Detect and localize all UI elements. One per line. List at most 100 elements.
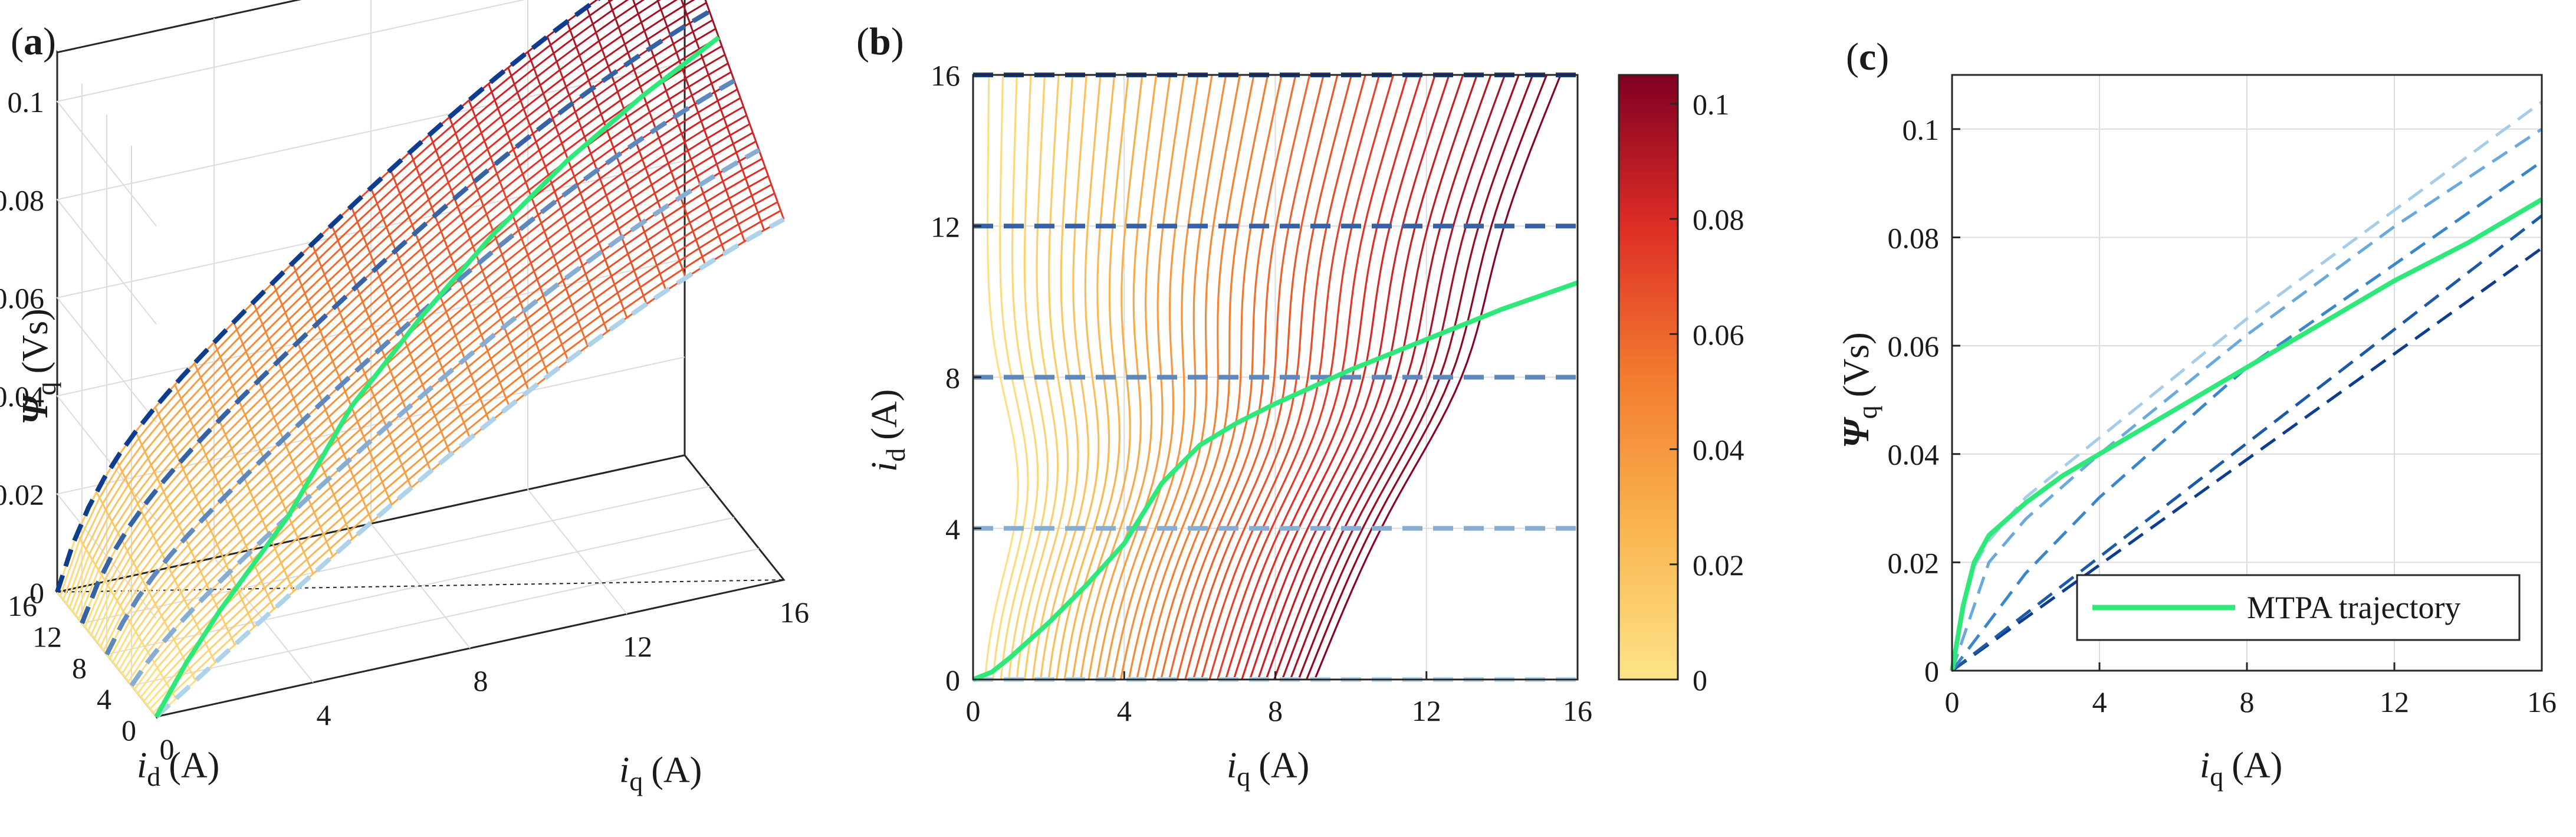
panel-a-mesh-segment — [560, 192, 581, 209]
panel-a-mesh-segment — [134, 631, 140, 638]
panel-a-mesh-segment — [599, 163, 620, 180]
panel-a-mesh-segment — [584, 273, 590, 283]
contour-line — [984, 74, 1020, 680]
panel-a-mesh-segment — [157, 586, 179, 610]
panel-a-mesh-segment — [629, 111, 650, 127]
panel-a-mesh-segment — [278, 475, 300, 495]
panel-a-mesh-segment — [340, 248, 345, 257]
panel-a-mesh-segment — [316, 519, 321, 528]
panel-a-mesh-segment — [141, 641, 146, 648]
panel-a-mesh-segment — [412, 407, 433, 426]
panel-a-mesh-segment — [685, 78, 690, 87]
panel-a-mesh-segment — [298, 457, 319, 477]
panel-a-mesh-segment — [425, 191, 430, 201]
panel-a-mesh-segment — [121, 673, 126, 678]
panel-a-mesh-segment — [470, 156, 491, 175]
panel-a-mesh-segment — [474, 319, 479, 327]
panel-a-mesh-segment — [429, 319, 450, 337]
panel-a-mesh-segment — [493, 350, 514, 367]
panel-a-mesh-segment — [692, 31, 697, 41]
panel-a-mesh-segment — [613, 284, 619, 293]
panel-a-mesh-segment — [205, 434, 226, 456]
panel-a-mesh-segment — [134, 662, 155, 690]
panel-a-mesh-segment — [255, 289, 277, 311]
panel-a-mesh-segment — [237, 443, 258, 464]
panel-a-mesh-segment — [744, 178, 750, 188]
panel-a-mesh-segment — [519, 350, 540, 368]
panel-a-mesh-segment — [387, 345, 408, 365]
panel-a-mesh-segment — [672, 244, 678, 253]
panel-a-mesh-segment — [397, 304, 418, 324]
panel-a-mesh-segment — [137, 692, 142, 698]
panel-a-ztick-label: 0.02 — [0, 478, 44, 511]
panel-a-mesh-segment — [532, 319, 553, 336]
panel-a-mesh-segment — [254, 416, 275, 438]
panel-a-mesh-segment — [246, 464, 268, 485]
panel-a-mesh-segment — [424, 238, 445, 258]
panel-a-mesh-segment — [636, 278, 642, 288]
panel-a-xtick-label: 4 — [317, 698, 331, 731]
panel-a-mesh-segment — [428, 383, 449, 401]
panel-a-mesh-segment — [242, 324, 264, 345]
panel-a-mesh-segment — [159, 650, 181, 674]
panel-a-mesh-segment — [412, 361, 418, 370]
panel-a-mesh-segment — [517, 278, 538, 296]
panel-a-dashed-curve — [155, 217, 785, 718]
panel-a-mesh-segment — [413, 297, 419, 306]
panel-a-mesh-segment — [127, 484, 133, 491]
panel-a-mesh-segment — [569, 29, 574, 39]
panel-a-mesh-segment — [487, 149, 492, 158]
panel-a-mesh-segment — [372, 459, 377, 468]
panel-a-mesh-segment — [359, 275, 380, 295]
panel-a-mesh-segment — [496, 358, 517, 376]
panel-c-ytick-label: 0.08 — [1888, 221, 1940, 254]
panel-a-mesh-segment — [573, 161, 594, 178]
panel-a-mesh-segment — [546, 86, 567, 103]
panel-a-mesh-segment — [647, 226, 668, 241]
panel-a-mesh-segment — [579, 55, 584, 64]
panel-a-mesh-segment — [624, 30, 645, 45]
panel-a-mesh-segment — [216, 329, 238, 350]
panel-a-mesh-segment — [643, 218, 665, 233]
panel-a-mesh-segment — [572, 38, 577, 47]
panel-a-mesh-segment — [87, 630, 92, 636]
panel-a-mesh-segment — [159, 672, 165, 679]
panel-a-mesh-segment — [264, 375, 285, 396]
panel-a-mesh-segment — [619, 164, 624, 173]
panel-a-mesh-segment — [225, 605, 246, 626]
panel-a-ytick-label: 0 — [121, 714, 136, 747]
panel-a-mesh-segment — [585, 57, 606, 73]
panel-a-mesh-segment — [159, 524, 180, 549]
panel-a-ylabel: id (A) — [137, 746, 219, 792]
panel-a-mesh-segment — [484, 140, 489, 150]
panel-a-mesh-segment — [193, 557, 199, 566]
panel-a-mesh-segment — [126, 522, 148, 552]
panel-a-mesh-segment — [198, 482, 219, 504]
panel-a-mesh-segment — [109, 658, 114, 663]
panel-a-mesh-segment — [291, 442, 313, 462]
panel-a-mesh-segment — [379, 211, 385, 220]
panel-a-mesh-segment — [339, 508, 344, 517]
panel-a-mesh-segment — [525, 367, 546, 384]
panel-a-mesh-segment — [419, 157, 440, 177]
panel-a-mesh-segment — [620, 100, 625, 109]
panel-a-mesh-segment — [215, 392, 236, 414]
panel-a-mesh-segment — [602, 172, 623, 188]
panel-a-mesh-segment — [381, 283, 386, 293]
panel-a-mesh-segment — [162, 491, 167, 499]
panel-a-mesh-segment — [266, 446, 287, 467]
panel-a-mesh-segment — [633, 69, 638, 79]
panel-a-mesh-segment — [732, 132, 754, 145]
panel-a-mesh-segment — [510, 326, 531, 344]
panel-a-mesh-segment — [228, 631, 233, 639]
panel-a-mesh-segment — [176, 623, 198, 646]
panel-c-series — [1950, 100, 2544, 672]
panel-a-mesh-segment — [208, 441, 229, 463]
panel-a-mesh-segment — [189, 398, 211, 421]
panel-a-mesh-segment — [408, 399, 429, 418]
panel-a-mesh-segment — [430, 254, 451, 273]
panel-a-mesh-segment — [315, 386, 320, 395]
panel-a-mesh-segment — [205, 643, 210, 651]
contour-line — [1152, 74, 1283, 680]
panel-a-mesh-segment — [653, 56, 658, 65]
